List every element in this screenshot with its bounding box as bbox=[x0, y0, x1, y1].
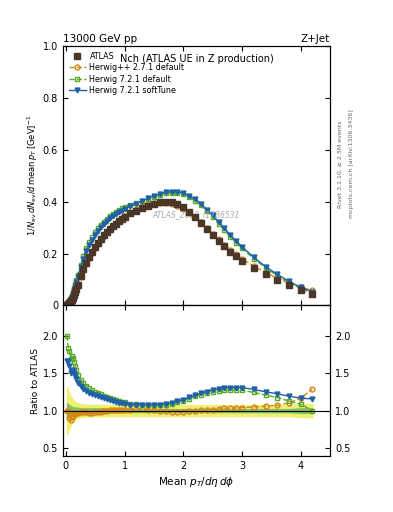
Text: mcplots.cern.ch [arXiv:1306.3436]: mcplots.cern.ch [arXiv:1306.3436] bbox=[349, 110, 354, 218]
Text: Nch (ATLAS UE in Z production): Nch (ATLAS UE in Z production) bbox=[119, 54, 274, 64]
Text: Rivet 3.1.10, ≥ 2.5M events: Rivet 3.1.10, ≥ 2.5M events bbox=[338, 120, 342, 207]
Legend: ATLAS, Herwig++ 2.7.1 default, Herwig 7.2.1 default, Herwig 7.2.1 softTune: ATLAS, Herwig++ 2.7.1 default, Herwig 7.… bbox=[67, 50, 186, 97]
Y-axis label: Ratio to ATLAS: Ratio to ATLAS bbox=[31, 348, 40, 414]
Y-axis label: $1/N_{\rm ev}\,dN_{\rm ev}/d\,{\rm mean}\,p_T\,[{\rm GeV}]^{-1}$: $1/N_{\rm ev}\,dN_{\rm ev}/d\,{\rm mean}… bbox=[26, 115, 40, 237]
X-axis label: Mean $p_T/d\eta\,d\phi$: Mean $p_T/d\eta\,d\phi$ bbox=[158, 475, 235, 489]
Text: 13000 GeV pp: 13000 GeV pp bbox=[63, 34, 137, 44]
Text: ATLAS_2019_I1736531: ATLAS_2019_I1736531 bbox=[153, 210, 240, 219]
Text: Z+Jet: Z+Jet bbox=[301, 34, 330, 44]
